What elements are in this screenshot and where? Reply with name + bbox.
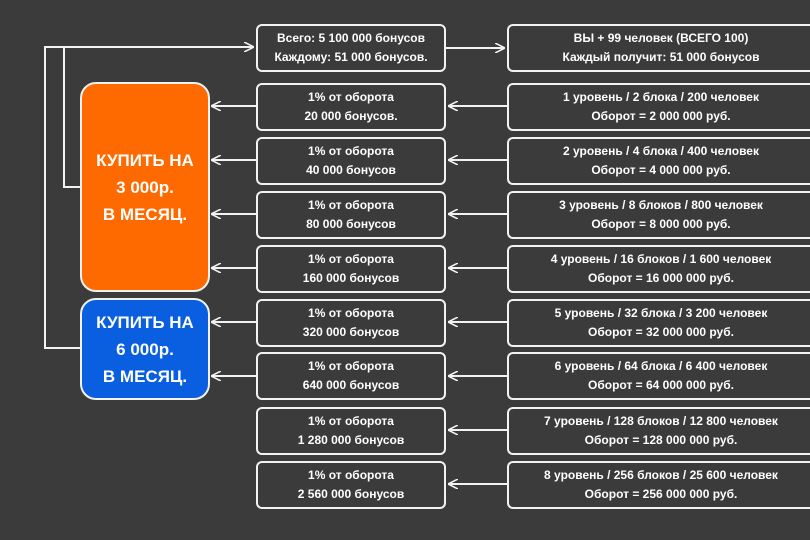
level-info-text: 6 уровень / 64 блока / 6 400 человек	[554, 359, 768, 373]
level-info-text: 2 уровень / 4 блока / 400 человек	[563, 144, 759, 158]
level-info-text: 1 уровень / 2 блока / 200 человек	[563, 90, 759, 104]
buy-6000-line-3: В МЕСЯЦ.	[102, 366, 188, 386]
level-info-text: 4 уровень / 16 блоков / 1 600 человек	[550, 252, 772, 266]
bonus-box-level-1: 1% от оборота 20 000 бонусов.	[256, 83, 446, 131]
level-box-3: 3 уровень / 8 блоков / 800 человек Оборо…	[507, 191, 810, 239]
bonus-percent-text: 1% от оборота	[308, 306, 394, 320]
loop-arrow-blue	[44, 47, 253, 349]
turnover-text: Оборот = 16 000 000 руб.	[588, 271, 734, 285]
bonus-box-level-8: 1% от оборота 2 560 000 бонусов	[256, 461, 446, 509]
bonus-box-level-6: 1% от оборота 640 000 бонусов	[256, 352, 446, 400]
bonus-amount-text: 640 000 бонусов	[302, 378, 400, 392]
bonus-amount-text: 2 560 000 бонусов	[297, 487, 405, 501]
total-bonus-text: Всего: 5 100 000 бонусов	[277, 31, 425, 45]
turnover-text: Оборот = 128 000 000 руб.	[584, 433, 738, 447]
bonus-amount-text: 1 280 000 бонусов	[297, 433, 405, 447]
loop-arrow-orange	[63, 47, 80, 188]
turnover-text: Оборот = 64 000 000 руб.	[588, 378, 734, 392]
level-box-1: 1 уровень / 2 блока / 200 человек Оборот…	[507, 83, 810, 131]
bonus-percent-text: 1% от оборота	[308, 144, 394, 158]
level-info-text: 3 уровень / 8 блоков / 800 человек	[559, 198, 763, 212]
turnover-text: Оборот = 256 000 000 руб.	[584, 487, 738, 501]
turnover-text: Оборот = 32 000 000 руб.	[588, 325, 734, 339]
level-box-6: 6 уровень / 64 блока / 6 400 человек Обо…	[507, 352, 810, 400]
bonus-percent-text: 1% от оборота	[308, 198, 394, 212]
per-person-bonus-text: Каждому: 51 000 бонусов.	[274, 50, 428, 64]
level-box-2: 2 уровень / 4 блока / 400 человек Оборот…	[507, 137, 810, 185]
bonus-box-level-5: 1% от оборота 320 000 бонусов	[256, 299, 446, 347]
buy-6000-button[interactable]: КУПИТЬ НА 6 000р. В МЕСЯЦ.	[80, 298, 210, 400]
turnover-text: Оборот = 8 000 000 руб.	[591, 217, 731, 231]
level-info-text: 8 уровень / 256 блоков / 25 600 человек	[544, 468, 778, 482]
participants-text: ВЫ + 99 человек (ВСЕГО 100)	[573, 31, 749, 45]
turnover-text: Оборот = 2 000 000 руб.	[591, 109, 731, 123]
buy-6000-line-1: КУПИТЬ НА	[96, 312, 194, 332]
bonus-amount-text: 40 000 бонусов	[306, 163, 396, 177]
buy-3000-button[interactable]: КУПИТЬ НА 3 000р. В МЕСЯЦ.	[80, 82, 210, 292]
level-info-text: 7 уровень / 128 блоков / 12 800 человек	[544, 414, 778, 428]
bonus-box-level-2: 1% от оборота 40 000 бонусов	[256, 137, 446, 185]
bonus-amount-text: 320 000 бонусов	[302, 325, 400, 339]
level-info-text: 5 уровень / 32 блока / 3 200 человек	[554, 306, 768, 320]
each-receives-text: Каждый получит: 51 000 бонусов	[562, 50, 760, 64]
buy-6000-price: 6 000р.	[116, 339, 174, 359]
total-bonus-box: Всего: 5 100 000 бонусов Каждому: 51 000…	[256, 24, 446, 72]
participants-box: ВЫ + 99 человек (ВСЕГО 100) Каждый получ…	[507, 24, 810, 72]
buy-3000-line-3: В МЕСЯЦ.	[102, 204, 188, 224]
bonus-amount-text: 80 000 бонусов	[306, 217, 396, 231]
bonus-amount-text: 160 000 бонусов	[302, 271, 400, 285]
buy-3000-line-1: КУПИТЬ НА	[96, 150, 194, 170]
bonus-percent-text: 1% от оборота	[308, 468, 394, 482]
bonus-percent-text: 1% от оборота	[308, 252, 394, 266]
bonus-percent-text: 1% от оборота	[308, 90, 394, 104]
level-box-4: 4 уровень / 16 блоков / 1 600 человек Об…	[507, 245, 810, 293]
bonus-box-level-7: 1% от оборота 1 280 000 бонусов	[256, 407, 446, 455]
level-box-8: 8 уровень / 256 блоков / 25 600 человек …	[507, 461, 810, 509]
bonus-box-level-4: 1% от оборота 160 000 бонусов	[256, 245, 446, 293]
bonus-box-level-3: 1% от оборота 80 000 бонусов	[256, 191, 446, 239]
bonus-percent-text: 1% от оборота	[308, 359, 394, 373]
level-box-7: 7 уровень / 128 блоков / 12 800 человек …	[507, 407, 810, 455]
turnover-text: Оборот = 4 000 000 руб.	[591, 163, 731, 177]
bonus-amount-text: 20 000 бонусов.	[304, 109, 398, 123]
buy-3000-price: 3 000р.	[116, 177, 174, 197]
level-box-5: 5 уровень / 32 блока / 3 200 человек Обо…	[507, 299, 810, 347]
bonus-percent-text: 1% от оборота	[308, 414, 394, 428]
